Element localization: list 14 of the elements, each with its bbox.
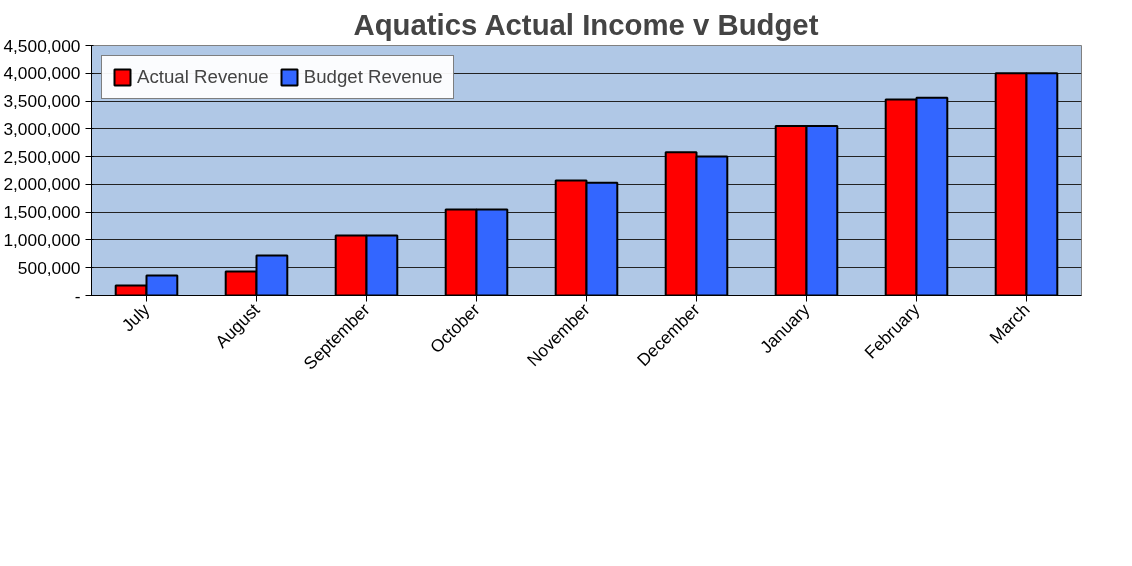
y-tick-label: 2,500,000 [3, 146, 81, 167]
legend-label: Budget Revenue [303, 66, 443, 88]
y-tick-label: 1,500,000 [3, 202, 81, 223]
y-tick-label: - [74, 285, 81, 306]
y-tick-label: 3,500,000 [3, 91, 81, 112]
y-tick-label: 500,000 [17, 257, 81, 278]
legend-label: Actual Revenue [137, 66, 269, 88]
y-tick-label: 3,000,000 [3, 118, 81, 139]
y-tick-label: 1,000,000 [3, 229, 81, 250]
y-tick-label: 2,000,000 [3, 174, 81, 195]
y-tick-label: 4,000,000 [3, 63, 81, 84]
y-tick-label: 4,500,000 [3, 35, 81, 56]
chart-title: Aquatics Actual Income v Budget [353, 7, 819, 41]
x-tick-label: July [117, 299, 154, 336]
